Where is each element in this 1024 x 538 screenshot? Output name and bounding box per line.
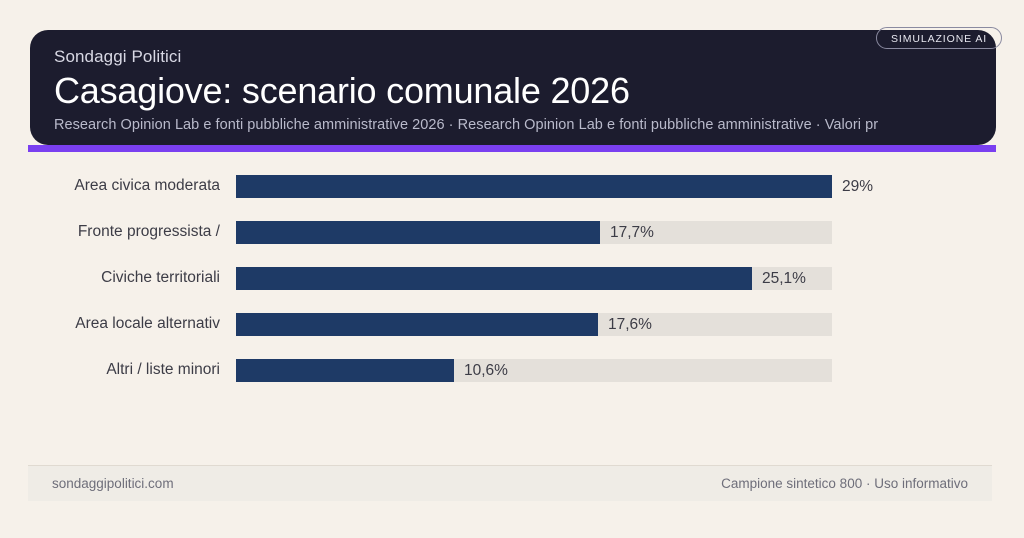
bar-row: Area locale alternativ 17,6% <box>0 301 1024 347</box>
bar-category-label: Fronte progressista / <box>77 223 220 240</box>
header-subtitle: Research Opinion Lab e fonti pubbliche a… <box>54 117 879 133</box>
bar-fill <box>236 175 832 198</box>
bar-value-label: 17,7% <box>610 224 654 241</box>
header-text-block: Sondaggi Politici Casagiove: scenario co… <box>54 46 996 135</box>
bar-category-label: Altri / liste minori <box>106 361 220 378</box>
bar-category-label: Area locale alternativ <box>75 315 220 332</box>
bar-chart: Area civica moderata 29% Fronte progressis… <box>0 163 1024 423</box>
bar-fill <box>236 221 600 244</box>
bar-value-label: 17,6% <box>608 316 652 333</box>
bar-track <box>236 313 832 336</box>
bar-row: Civiche territoriali 25,1% <box>0 255 1024 301</box>
bar-track <box>236 221 832 244</box>
bar-track <box>236 175 832 198</box>
footer: sondaggipolitici.com Campione sintetico … <box>28 465 992 501</box>
bar-value-label: 10,6% <box>464 362 508 379</box>
header-card: Sondaggi Politici Casagiove: scenario co… <box>30 30 996 145</box>
accent-divider <box>28 145 996 152</box>
footer-note: Campione sintetico 800 · Uso informativo <box>721 476 968 491</box>
bar-fill <box>236 313 598 336</box>
footer-source-link[interactable]: sondaggipolitici.com <box>52 476 174 491</box>
bar-category-label: Civiche territoriali <box>101 269 220 286</box>
bar-fill <box>236 359 454 382</box>
bar-track <box>236 359 832 382</box>
bar-value-label: 29% <box>842 178 874 195</box>
bar-value-label: 25,1% <box>762 270 806 287</box>
bar-track <box>236 267 832 290</box>
brand-kicker: Sondaggi Politici <box>54 47 182 66</box>
bar-category-label: Area civica moderata <box>74 177 220 194</box>
bar-fill <box>236 267 752 290</box>
bar-row: Area civica moderata 29% <box>0 163 1024 209</box>
bar-row: Altri / liste minori 10,6% <box>0 347 1024 393</box>
page-title: Casagiove: scenario comunale 2026 <box>54 70 630 111</box>
status-badge: SIMULAZIONE AI <box>876 27 1003 49</box>
bar-row: Fronte progressista / 17,7% <box>0 209 1024 255</box>
